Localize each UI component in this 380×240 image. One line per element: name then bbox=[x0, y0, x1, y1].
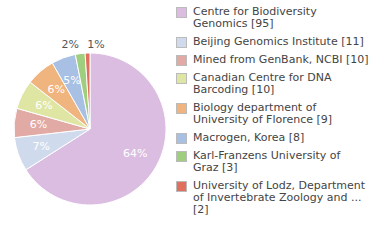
html-text:Mined from GenBank, NCBI [10]: Mined from GenBank, NCBI [10] bbox=[193, 53, 369, 66]
html-text:Centre for Biodiversity Genomi: Centre for Biodiversity Genomics [95] bbox=[193, 5, 317, 30]
html-text:Canadian Centre for DNA Barcod: Canadian Centre for DNA Barcoding [10] bbox=[193, 71, 332, 96]
html-text:Karl-Franzens University of Gr: Karl-Franzens University of Graz [3] bbox=[193, 149, 341, 174]
svg-text:6%: 6% bbox=[47, 83, 65, 97]
svg-text:5%: 5% bbox=[63, 74, 80, 87]
html-text:University of Lodz, Department: University of Lodz, Department of Invert… bbox=[193, 179, 366, 216]
html-text:Biology department of Universi: Biology department of University of Flor… bbox=[193, 101, 333, 126]
html-text:Macrogen, Korea [8]: Macrogen, Korea [8] bbox=[193, 131, 305, 144]
svg-text:7%: 7% bbox=[33, 140, 50, 153]
svg-text:2%: 2% bbox=[62, 38, 79, 51]
svg-text:6%: 6% bbox=[35, 99, 52, 112]
svg-text:64%: 64% bbox=[123, 147, 147, 160]
svg-text:6%: 6% bbox=[30, 118, 47, 131]
svg-text:1%: 1% bbox=[87, 38, 104, 51]
html-text:Beijing Genomics Institute [11: Beijing Genomics Institute [11] bbox=[193, 35, 364, 48]
